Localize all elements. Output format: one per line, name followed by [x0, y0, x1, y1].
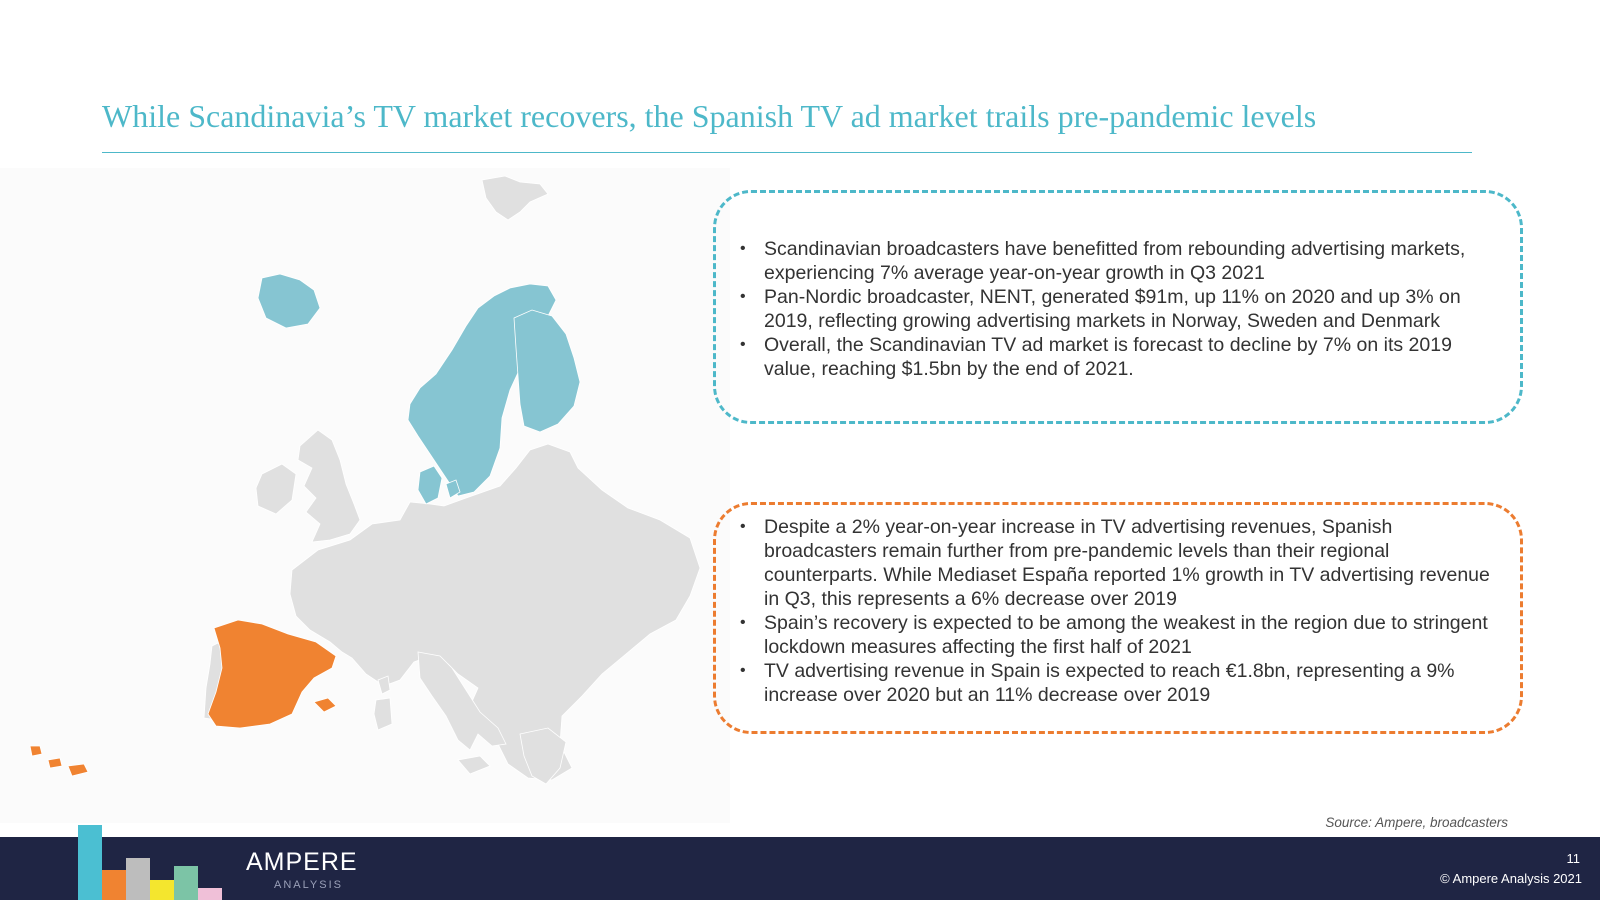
title-divider	[102, 152, 1472, 153]
footer-bar	[0, 837, 1600, 900]
logo-bar	[78, 825, 102, 900]
logo-bar	[150, 880, 174, 900]
list-item: Overall, the Scandinavian TV ad market i…	[740, 333, 1490, 381]
ampere-logo-text: AMPERE	[246, 848, 358, 876]
list-item: Despite a 2% year-on-year increase in TV…	[740, 515, 1490, 611]
slide-title: While Scandinavia’s TV market recovers, …	[102, 98, 1317, 134]
europe-map	[0, 168, 730, 823]
scandinavia-callout-box: Scandinavian broadcasters have benefitte…	[713, 190, 1523, 424]
copyright-text: © Ampere Analysis 2021	[1440, 871, 1582, 886]
europe-map-graphic	[29, 175, 701, 785]
logo-bar	[102, 870, 126, 900]
spain-region	[29, 619, 337, 777]
spain-callout-box: Despite a 2% year-on-year increase in TV…	[713, 502, 1523, 734]
logo-bar	[174, 866, 198, 900]
logo-bar	[198, 888, 222, 900]
scandinavia-region	[257, 273, 581, 505]
scandinavia-bullet-list: Scandinavian broadcasters have benefitte…	[740, 237, 1490, 381]
list-item: Scandinavian broadcasters have benefitte…	[740, 237, 1490, 285]
list-item: Pan-Nordic broadcaster, NENT, generated …	[740, 285, 1490, 333]
ampere-logo-subtext: ANALYSIS	[274, 879, 343, 891]
list-item: TV advertising revenue in Spain is expec…	[740, 659, 1490, 707]
page-number: 11	[1566, 851, 1581, 866]
logo-bars-icon	[78, 825, 228, 900]
spain-bullet-list: Despite a 2% year-on-year increase in TV…	[740, 515, 1490, 707]
source-note: Source: Ampere, broadcasters	[1325, 815, 1508, 830]
list-item: Spain’s recovery is expected to be among…	[740, 611, 1490, 659]
logo-bar	[126, 858, 150, 900]
